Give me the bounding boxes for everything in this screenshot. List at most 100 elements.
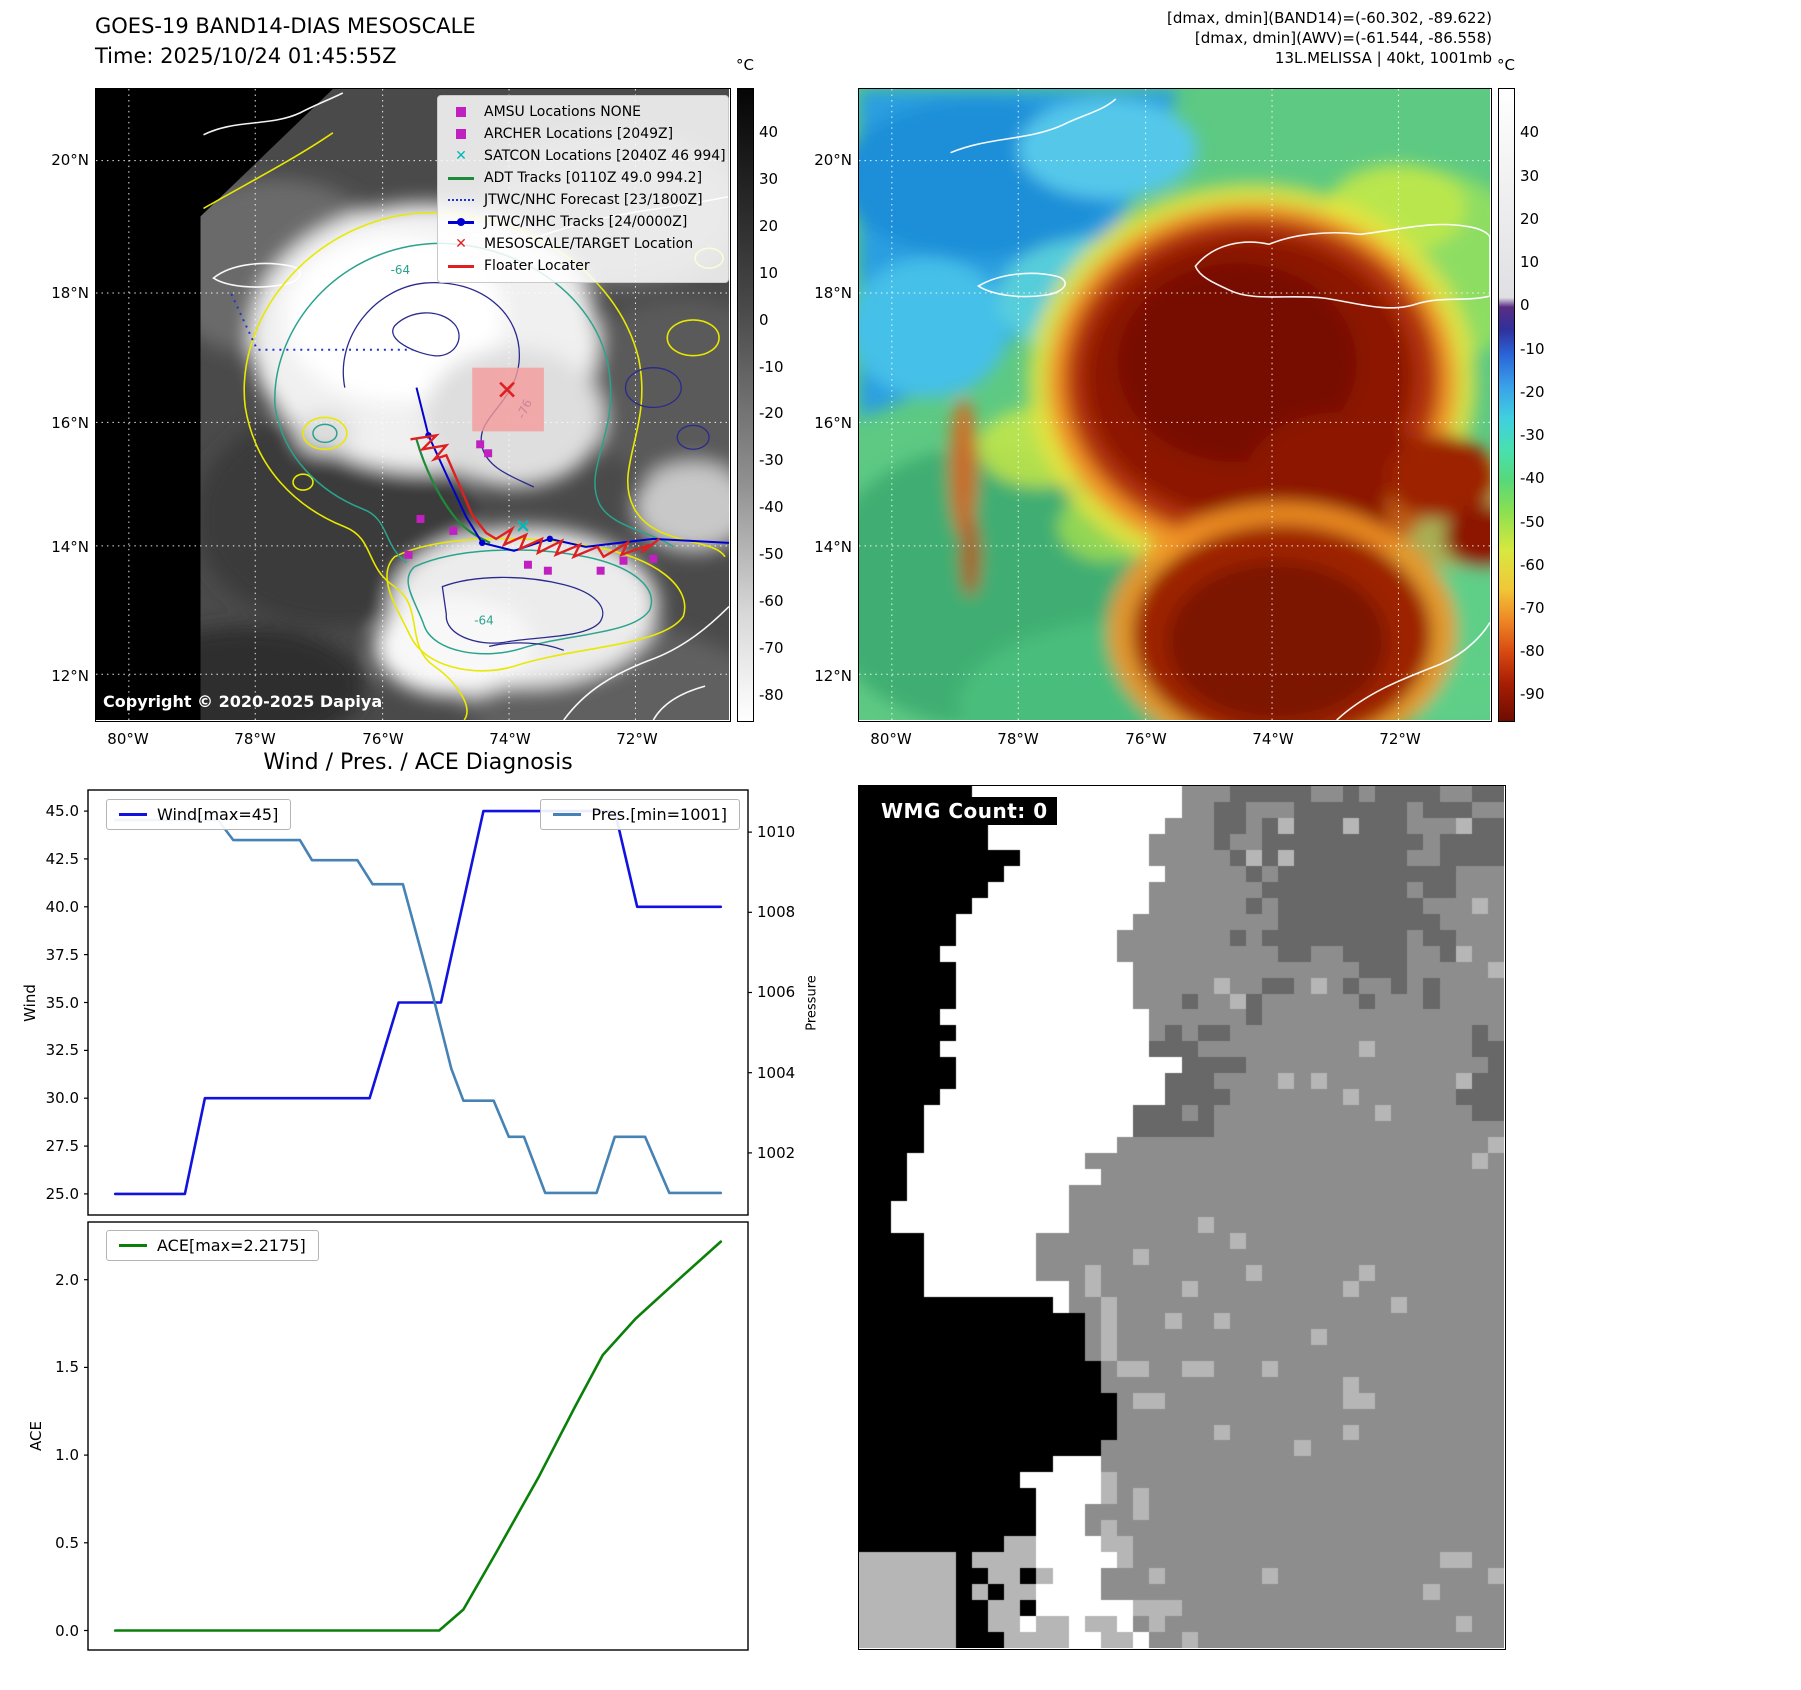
- pressure-tick-label: 1006: [757, 983, 796, 1002]
- copyright-text: Copyright © 2020-2025 Dapiya: [103, 692, 383, 711]
- colorbar-tick-label: 10: [759, 263, 779, 282]
- colorbar-unit-label: °C: [1497, 56, 1515, 74]
- wind-tick-label: 35.0: [45, 993, 79, 1012]
- colorbar-unit-label: °C: [736, 56, 754, 74]
- mesoscale-target-box: [472, 367, 544, 432]
- colorbar-tick-label: 40: [759, 123, 779, 142]
- colorbar-tick-label: -10: [1520, 339, 1545, 358]
- pressure-tick-label: 1010: [757, 823, 796, 842]
- band14-scene: -64 -76 -64: [96, 89, 729, 720]
- adt-track-line: [415, 439, 491, 544]
- legend-line-icon: [119, 813, 147, 816]
- wind-legend: Wind[max=45]: [106, 799, 292, 830]
- line-dot-marker-icon: [446, 218, 476, 226]
- x-marker-icon: ✕: [455, 148, 467, 164]
- lon-tick-label: 74°W: [1252, 730, 1294, 748]
- pressure-tick-label: 1004: [757, 1063, 796, 1082]
- ace-axis-label: ACE: [27, 1421, 45, 1451]
- archer-squares: [404, 440, 658, 575]
- jtwc-track-line: [415, 387, 729, 552]
- pressure-tick-label: 1008: [757, 903, 796, 922]
- satcon-x-icon: [517, 520, 529, 532]
- lon-tick-label: 78°W: [234, 730, 276, 748]
- wind-tick-label: 27.5: [45, 1137, 79, 1156]
- legend-label: ARCHER Locations [2049Z]: [484, 126, 674, 142]
- legend-label: MESOSCALE/TARGET Location: [484, 236, 694, 252]
- target-x-icon: [499, 381, 515, 398]
- wmg-pixel-field: [859, 786, 1504, 1648]
- colorbar-tick-label: -20: [759, 404, 784, 423]
- lat-tick-label: 12°N: [51, 667, 89, 685]
- colorbar-tick-label: 30: [1520, 166, 1540, 185]
- diagnosis-title: Wind / Pres. / ACE Diagnosis: [263, 750, 573, 775]
- colorbar-tick-label: -70: [759, 638, 784, 657]
- wind-tick-label: 40.0: [45, 897, 79, 916]
- legend-line-icon: [119, 1244, 147, 1247]
- ace-tick-label: 2.0: [55, 1270, 79, 1289]
- wind-tick-label: 32.5: [45, 1041, 79, 1060]
- chart-frame: [87, 1221, 749, 1651]
- wmg-count-label: WMG Count: 0: [872, 797, 1057, 825]
- pressure-axis-label: Pressure: [804, 974, 820, 1031]
- ace-tick-label: 1.5: [55, 1358, 79, 1377]
- lat-tick-label: 14°N: [814, 538, 852, 556]
- contour-yellow: [203, 132, 726, 720]
- band14-map: -64 -76 -64: [95, 88, 731, 722]
- legend-label: ADT Tracks [0110Z 49.0 994.2]: [484, 170, 703, 186]
- lon-tick-label: 80°W: [870, 730, 912, 748]
- colorbar-tick-label: -20: [1520, 382, 1545, 401]
- contour-teal: [274, 242, 674, 655]
- legend-item: JTWC/NHC Forecast [23/1800Z]: [446, 190, 720, 210]
- legend-label: Pres.[min=1001]: [591, 805, 727, 824]
- colorbar-tick-label: -30: [759, 451, 784, 470]
- colorbar-tick-label: 10: [1520, 253, 1540, 272]
- series-line-1: [113, 818, 723, 1195]
- wind-tick-label: 42.5: [45, 849, 79, 868]
- contour-label: -64: [474, 613, 494, 627]
- awv-title-line: [dmax, dmin](BAND14)=(-60.302, -89.622): [1167, 9, 1492, 27]
- wind-tick-label: 45.0: [45, 802, 79, 821]
- wind-pressure-chart: [84, 789, 752, 1216]
- colorbar-tick-label: -60: [1520, 555, 1545, 574]
- no-data-strip: [96, 89, 201, 720]
- awv-map: [858, 88, 1492, 722]
- wind-tick-label: 30.0: [45, 1089, 79, 1108]
- floater-track-line: [410, 433, 661, 560]
- band14-title: GOES-19 BAND14-DIAS MESOSCALE: [95, 14, 476, 38]
- wmg-panel: [858, 785, 1506, 1650]
- wind-tick-label: 37.5: [45, 945, 79, 964]
- legend-item: ADT Tracks [0110Z 49.0 994.2]: [446, 168, 720, 188]
- lat-tick-label: 16°N: [51, 414, 89, 432]
- awv-colorbar: [1498, 88, 1515, 722]
- wind-tick-label: 25.0: [45, 1184, 79, 1203]
- ace-chart: [84, 1221, 749, 1651]
- band14-map-legend: AMSU Locations NONE ARCHER Locations [204…: [437, 95, 729, 283]
- ace-tick-label: 0.0: [55, 1621, 79, 1640]
- lat-tick-label: 16°N: [814, 414, 852, 432]
- pressure-legend: Pres.[min=1001]: [540, 799, 740, 830]
- colorbar-tick-label: 30: [759, 170, 779, 189]
- lat-tick-label: 18°N: [814, 284, 852, 302]
- legend-item: Floater Locater: [446, 256, 720, 276]
- legend-item: ✕ SATCON Locations [2040Z 46 994]: [446, 146, 726, 166]
- grid-lines: [859, 89, 1490, 720]
- legend-label: JTWC/NHC Forecast [23/1800Z]: [484, 192, 703, 208]
- colorbar-tick-label: -80: [759, 685, 784, 704]
- band14-subtitle: Time: 2025/10/24 01:45:55Z: [95, 44, 397, 68]
- series-line-0: [113, 809, 723, 1196]
- awv-scene: [859, 89, 1490, 720]
- series-line-0: [113, 1240, 723, 1632]
- colorbar-tick-label: 40: [1520, 123, 1540, 142]
- lon-tick-label: 72°W: [1379, 730, 1421, 748]
- ace-tick-label: 1.0: [55, 1446, 79, 1465]
- awv-title-line: 13L.MELISSA | 40kt, 1001mb: [1274, 49, 1492, 67]
- legend-item: AMSU Locations NONE: [446, 102, 720, 122]
- colorbar-tick-label: -60: [759, 591, 784, 610]
- line-marker-icon: [446, 176, 476, 180]
- awv-title-line: [dmax, dmin](AWV)=(-61.544, -86.558): [1194, 29, 1492, 47]
- colorbar-tick-label: -10: [759, 357, 784, 376]
- colorbar-tick-label: 20: [759, 217, 779, 236]
- colorbar-tick-label: 0: [759, 310, 769, 329]
- lat-tick-label: 18°N: [51, 284, 89, 302]
